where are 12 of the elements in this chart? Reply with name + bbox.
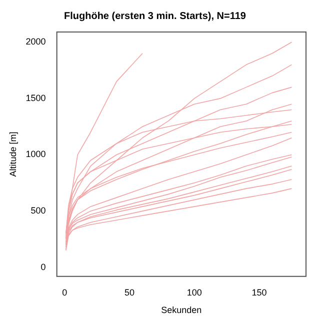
- y-tick-label: 500: [30, 206, 46, 216]
- y-tick-label: 0: [40, 262, 46, 272]
- y-axis-title: Altitude [m]: [8, 132, 18, 177]
- chart-title: Flughöhe (ersten 3 min. Starts), N=119: [64, 10, 246, 22]
- x-tick-label: 100: [186, 287, 202, 298]
- y-tick-label: 1500: [26, 92, 46, 103]
- y-tick-label: 2000: [26, 36, 46, 47]
- x-tick-label: 150: [252, 287, 267, 298]
- y-tick-label: 1000: [26, 149, 46, 160]
- x-tick-label: 50: [124, 287, 135, 298]
- x-axis-title: Sekunden: [161, 305, 202, 316]
- x-tick-label: 0: [62, 287, 68, 298]
